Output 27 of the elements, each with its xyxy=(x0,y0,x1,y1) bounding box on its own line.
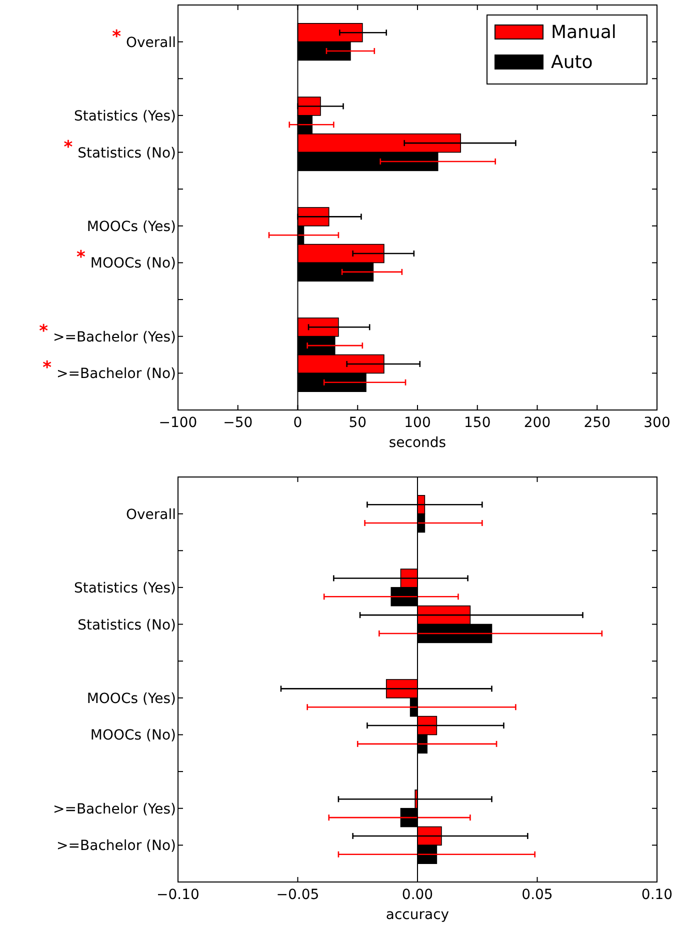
x-tick-label: 0.05 xyxy=(522,887,553,903)
x-tick-label: −0.10 xyxy=(156,887,200,903)
legend-label: Auto xyxy=(551,52,593,73)
x-tick-label: 50 xyxy=(348,415,367,431)
x-tick-label: −0.05 xyxy=(276,887,320,903)
x-tick-label: 150 xyxy=(464,415,491,431)
x-tick-label: 200 xyxy=(524,415,551,431)
x-tick-label: −50 xyxy=(223,415,253,431)
y-tick-label: MOOCs (Yes) xyxy=(86,218,176,235)
x-tick-label: 250 xyxy=(584,415,610,431)
y-tick-label: Statistics (No) xyxy=(78,617,176,634)
x-tick-label: −100 xyxy=(158,415,198,431)
x-axis-title: seconds xyxy=(388,435,446,451)
x-tick-label: 0.00 xyxy=(402,887,434,903)
x-tick-label: 0 xyxy=(293,415,302,431)
y-tick-label: >=Bachelor (No) xyxy=(56,838,176,854)
y-tick-label: Statistics (Yes) xyxy=(74,108,176,124)
x-tick-label: 0.10 xyxy=(641,887,673,903)
legend-label: Manual xyxy=(551,22,616,43)
y-tick-label: Overall xyxy=(126,506,176,523)
x-tick-label: 100 xyxy=(404,415,431,431)
x-tick-label: 300 xyxy=(644,415,670,431)
y-tick-label: Statistics (Yes) xyxy=(74,580,176,596)
x-axis-title: accuracy xyxy=(386,907,450,923)
y-tick-label: MOOCs (Yes) xyxy=(86,690,176,707)
y-tick-label: MOOCs (No) xyxy=(90,728,176,744)
y-tick-label: >=Bachelor (Yes) xyxy=(52,801,176,818)
